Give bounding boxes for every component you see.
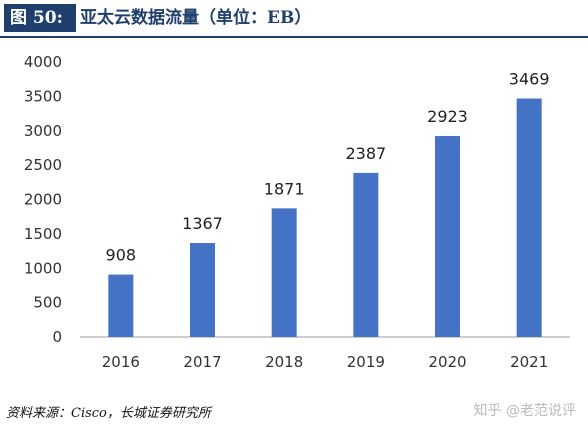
x-tick-label: 2019	[347, 353, 385, 371]
bar	[435, 136, 460, 337]
y-tick-label: 500	[33, 294, 62, 312]
bar	[271, 208, 297, 337]
bar	[516, 98, 542, 337]
data-label: 908	[106, 246, 137, 265]
data-label: 1367	[182, 214, 223, 233]
y-tick-label: 4000	[24, 53, 62, 71]
watermark: 知乎 @老范说评	[473, 403, 576, 419]
figure-label: 图 50:	[4, 4, 76, 32]
x-tick-label: 2016	[102, 353, 140, 371]
bar	[190, 243, 215, 337]
x-tick-label: 2017	[183, 353, 221, 371]
data-label: 1871	[264, 179, 305, 198]
y-tick-label: 2000	[24, 191, 62, 209]
y-tick-label: 1000	[24, 259, 62, 277]
x-tick-label: 2021	[510, 353, 548, 371]
bar	[108, 274, 134, 337]
bar-chart: 0 500 1000 1500 2000 2500 3000 3500 4000 908 2016 1…	[24, 53, 570, 371]
y-tick-label: 3000	[24, 122, 62, 140]
header-divider	[0, 36, 588, 38]
bar	[353, 172, 379, 337]
x-tick-label: 2018	[265, 353, 303, 371]
chart-title: 亚太云数据流量（单位：EB）	[80, 8, 312, 28]
y-tick-label: 3500	[24, 87, 62, 105]
data-label: 2923	[427, 107, 468, 126]
y-tick-label: 0	[52, 328, 62, 346]
figure-header: 图 50: 亚太云数据流量（单位：EB）	[0, 0, 588, 38]
y-tick-label: 1500	[24, 225, 62, 243]
data-label: 2387	[345, 144, 386, 163]
x-tick-label: 2020	[428, 353, 466, 371]
data-label: 3469	[509, 70, 550, 89]
y-tick-label: 2500	[24, 156, 62, 174]
source-note: 资料来源：Cisco，长城证券研究所	[6, 406, 211, 421]
